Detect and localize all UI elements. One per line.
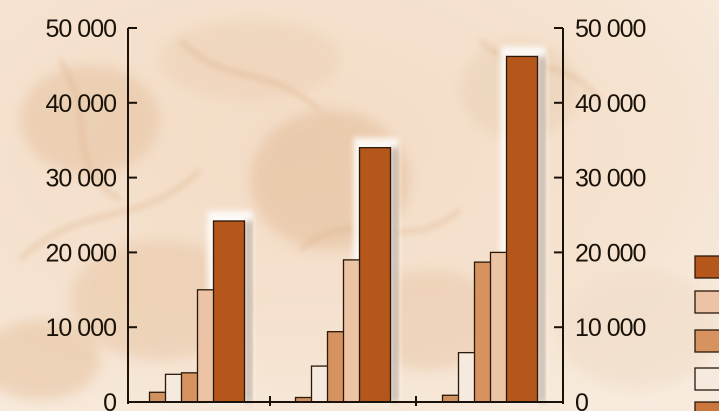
right-tick-label: 30 000 — [575, 165, 646, 193]
left-tick-label: 10 000 — [46, 314, 117, 342]
legend-swatch-4 — [694, 367, 719, 391]
bar-s5-g3 — [505, 55, 539, 403]
left-tick-label: 40 000 — [46, 90, 117, 118]
right-tick-label: 10 000 — [575, 314, 646, 342]
left-y-axis: 0 10 000 20 000 30 000 40 000 50 000 — [46, 15, 137, 411]
right-y-axis: 0 10 000 20 000 30 000 40 000 50 000 — [554, 15, 647, 411]
legend-swatch-3 — [694, 329, 719, 353]
right-tick-label: 40 000 — [575, 90, 646, 118]
right-tick-label: 50 000 — [575, 15, 646, 43]
left-tick-label: 30 000 — [46, 165, 117, 193]
right-tick-label: 20 000 — [575, 239, 646, 267]
legend-swatch-2 — [694, 290, 719, 314]
bar-shadow — [390, 147, 399, 402]
bar-s5-g1 — [212, 220, 246, 403]
left-tick-label: 50 000 — [46, 15, 117, 43]
left-tick-label: 20 000 — [46, 239, 117, 267]
bar-s5-g2 — [358, 147, 392, 403]
left-tick-label: 0 — [103, 389, 116, 411]
legend-swatch-5 — [694, 401, 719, 411]
right-tick-label: 0 — [575, 389, 588, 411]
bar-shadow — [244, 220, 253, 402]
legend — [694, 255, 719, 411]
bar-shadow — [537, 56, 546, 402]
bars — [148, 55, 539, 403]
legend-swatch-1 — [694, 255, 719, 279]
axes — [127, 28, 564, 406]
